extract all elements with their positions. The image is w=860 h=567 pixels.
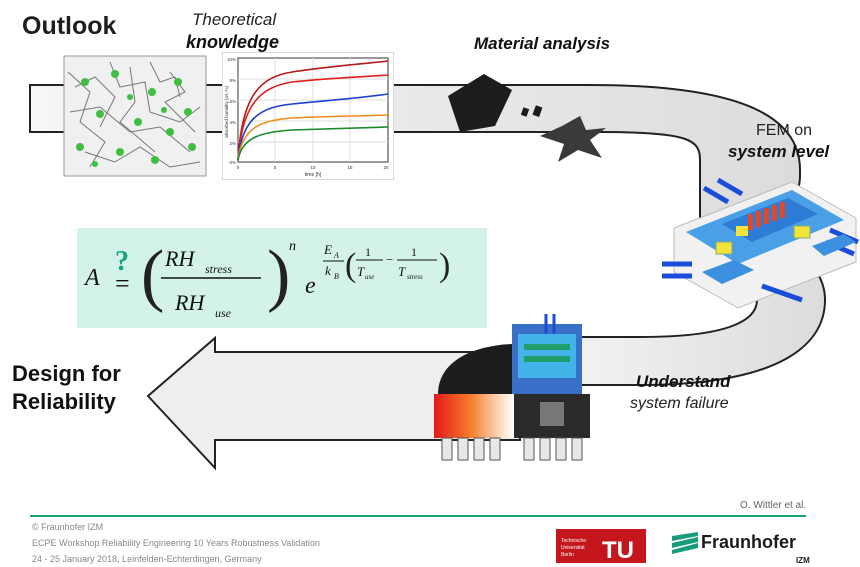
xtick: 15 xyxy=(347,165,353,170)
boltzmann-k: k xyxy=(325,263,331,278)
reliability-label: Reliability xyxy=(12,389,116,414)
euler-e: e xyxy=(305,273,316,299)
tu-berlin-logo: Technische Universität Berlin TU xyxy=(556,529,646,564)
xtick: 5 xyxy=(274,165,277,170)
citation: O. Wittler et al. xyxy=(740,500,807,511)
design-for-reliability-label: Design for Reliability xyxy=(12,360,121,416)
t-stress: T xyxy=(398,264,406,279)
ytick: 6% xyxy=(229,99,236,104)
material-crack-image xyxy=(448,74,606,162)
t-stress-sub: stress xyxy=(407,273,423,281)
knowledge-label: knowledge xyxy=(186,32,280,52)
tu-mark: TU xyxy=(602,537,634,564)
fem-label: FEM on xyxy=(756,122,813,139)
system-level-label: system level xyxy=(728,142,830,161)
boltzmann-sub: B xyxy=(334,272,339,281)
design-for-label: Design for xyxy=(12,361,121,386)
left-arrow-design-for-reliability xyxy=(146,335,521,471)
molecular-simulation-image xyxy=(63,55,207,177)
svg-text:(: ( xyxy=(345,247,356,284)
ytick: 8% xyxy=(229,78,236,83)
svg-text:): ) xyxy=(439,247,450,284)
svg-text:=: = xyxy=(115,269,130,298)
svg-text:): ) xyxy=(267,237,290,314)
ytick: 0% xyxy=(229,160,236,165)
ytick: 4% xyxy=(229,120,236,125)
footer-copyright: © Fraunhofer IZM xyxy=(32,522,104,532)
svg-text:−: − xyxy=(386,252,393,267)
t-use: T xyxy=(357,264,365,279)
t-use-sub: use xyxy=(365,273,374,281)
exponent-n: n xyxy=(289,239,296,254)
svg-text:(: ( xyxy=(141,237,164,314)
xtick: 0 xyxy=(237,165,240,170)
material-analysis-label: Material analysis xyxy=(474,34,611,53)
formula-question-mark: ? xyxy=(115,246,129,277)
rh-use-sub: use xyxy=(215,306,232,320)
footer-divider xyxy=(30,515,806,517)
tu-text-2: Universität xyxy=(561,545,585,551)
theoretical-label: Theoretical xyxy=(192,10,277,29)
xtick: 10 xyxy=(310,165,316,170)
activation-energy: E xyxy=(323,242,332,257)
rh-stress-sub: stress xyxy=(205,262,232,276)
peck-model-formula: A ? = ( RH stress RH use ) n e E A k B (… xyxy=(83,237,450,320)
ytick: 2% xyxy=(229,141,236,146)
one-numerator-b: 1 xyxy=(411,245,417,259)
slide-title: Outlook xyxy=(22,12,117,40)
fraunhofer-wordmark: Fraunhofer xyxy=(701,532,797,552)
fraunhofer-logo-icon xyxy=(672,532,698,554)
power-module-failure-image xyxy=(434,314,590,461)
activation-energy-sub: A xyxy=(333,251,339,260)
graph-xlabel: time [h] xyxy=(305,172,322,178)
footer-event: ECPE Workshop Reliability Engineering 10… xyxy=(32,538,320,548)
one-numerator-a: 1 xyxy=(365,245,371,259)
graph-ylabel: absorbed humidity [wt.-%] xyxy=(224,86,229,138)
fem-module-image xyxy=(662,177,859,309)
rh-stress: RH xyxy=(164,246,195,271)
rh-use: RH xyxy=(174,290,205,315)
system-failure-label: system failure xyxy=(630,395,729,412)
acceleration-formula-box xyxy=(77,228,487,328)
footer-date-place: 24 - 25 January 2018, Leinfelden-Echterd… xyxy=(32,554,262,564)
ytick: 10% xyxy=(227,57,236,62)
tu-text-3: Berlin xyxy=(561,552,574,558)
tu-text-1: Technische xyxy=(561,538,586,544)
formula-lhs: A xyxy=(83,265,100,291)
humidity-absorption-graph: absorbed humidity [wt.-%] time [h] 10% 8… xyxy=(222,52,394,180)
izm-wordmark: IZM xyxy=(796,556,810,565)
understand-label: Understand xyxy=(636,372,731,391)
xtick: 20 xyxy=(383,165,389,170)
